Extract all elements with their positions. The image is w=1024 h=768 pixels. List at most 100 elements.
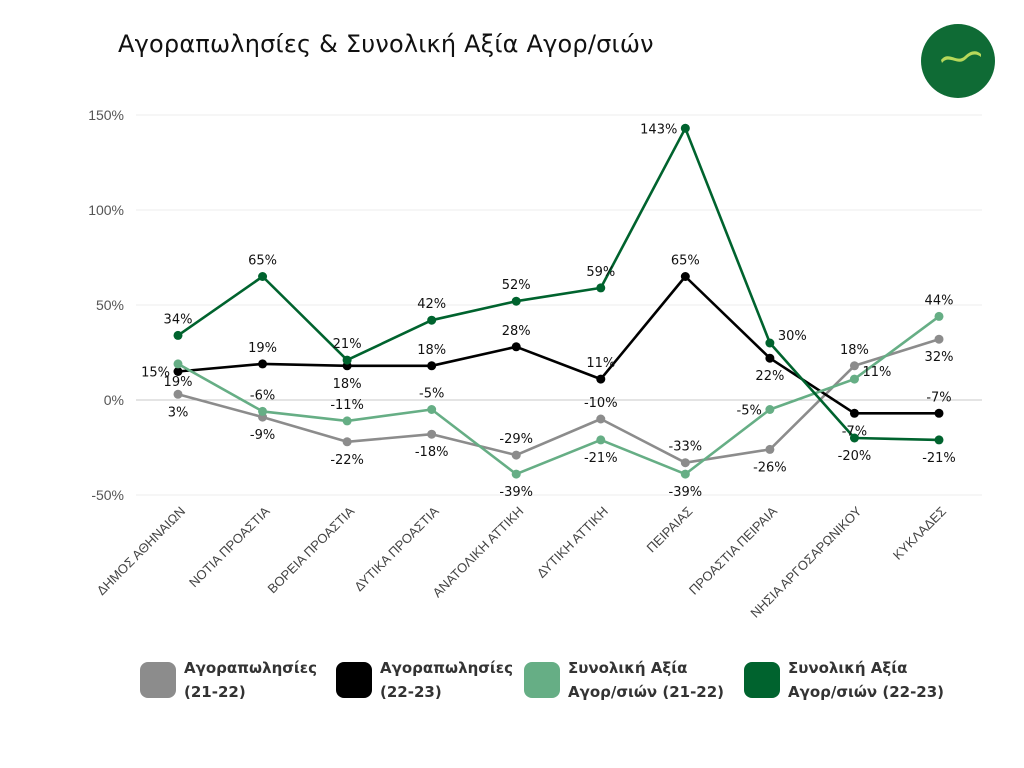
- data-label: 143%: [640, 122, 677, 137]
- data-point: [596, 414, 606, 424]
- logo-swoosh: [941, 51, 981, 63]
- y-tick-label: 150%: [88, 107, 124, 123]
- data-point: [765, 444, 775, 454]
- legend-swatch: [140, 662, 176, 698]
- data-point: [596, 283, 606, 293]
- data-label: 65%: [671, 254, 700, 269]
- x-tick-label: ΔΥΤΙΚΗ ΑΤΤΙΚΗ: [534, 504, 611, 581]
- data-point: [849, 374, 859, 384]
- data-label: -26%: [753, 460, 787, 475]
- data-label: 3%: [168, 405, 189, 420]
- x-tick-label: ΔΗΜΟΣ ΑΘΗΝΑΙΩΝ: [94, 504, 188, 598]
- data-point: [427, 429, 437, 439]
- series-3: [173, 123, 944, 445]
- y-tick-label: 0%: [104, 392, 124, 408]
- legend-label: Αγοραπωλησίες (22-23): [380, 659, 514, 701]
- data-point: [765, 353, 775, 363]
- brand-logo: [921, 24, 995, 98]
- data-label: 18%: [333, 377, 362, 392]
- legend-label: Αγοραπωλησίες (21-22): [184, 659, 318, 701]
- data-point: [173, 330, 183, 340]
- data-label: 59%: [586, 265, 615, 280]
- data-point: [765, 338, 775, 348]
- data-label: 52%: [502, 278, 531, 293]
- legend-swatch: [336, 662, 372, 698]
- series-line: [176, 127, 941, 442]
- series-line: [176, 315, 941, 476]
- data-label: -7%: [926, 390, 951, 405]
- data-label: 21%: [333, 337, 362, 352]
- series-1: [173, 272, 944, 418]
- data-point: [849, 361, 859, 371]
- data-point: [765, 405, 775, 414]
- data-label: 11%: [586, 356, 615, 371]
- data-label: 44%: [925, 293, 954, 308]
- data-point: [680, 469, 690, 479]
- data-label: 34%: [164, 312, 193, 327]
- data-label: -5%: [419, 387, 444, 402]
- data-label: -9%: [250, 428, 275, 443]
- data-point: [511, 450, 521, 460]
- data-label: -33%: [669, 440, 703, 455]
- data-label: 42%: [417, 297, 446, 312]
- x-tick-label: ΚΥΚΛΑΔΕΣ: [890, 504, 949, 563]
- data-point: [934, 334, 944, 344]
- data-label: 19%: [164, 375, 193, 390]
- legend-item: Συνολική Αξία Αγορ/σιών (21-22): [524, 656, 724, 704]
- series-line: [176, 337, 941, 465]
- data-label: -10%: [584, 396, 618, 411]
- data-point: [173, 359, 183, 369]
- data-label: -29%: [499, 432, 533, 447]
- data-point: [258, 272, 268, 281]
- data-label: -21%: [922, 451, 956, 466]
- data-point: [427, 315, 437, 325]
- data-label: 11%: [862, 365, 891, 380]
- data-point: [934, 408, 944, 418]
- data-label: 65%: [248, 254, 277, 269]
- data-point: [511, 296, 521, 306]
- legend-item: Συνολική Αξία Αγορ/σιών (22-23): [744, 656, 944, 704]
- data-label: 18%: [840, 343, 869, 358]
- data-label: -39%: [499, 485, 533, 500]
- data-point: [680, 458, 690, 468]
- x-tick-label: ΠΡΟΑΣΤΙΑ ΠΕΙΡΑΙΑ: [686, 503, 780, 597]
- data-label: 32%: [925, 350, 954, 365]
- legend-swatch: [744, 662, 780, 698]
- x-tick-label: ΝΟΤΙΑ ΠΡΟΑΣΤΙΑ: [186, 503, 273, 590]
- x-tick-label: ΔΥΤΙΚΑ ΠΡΟΑΣΤΙΑ: [351, 503, 442, 594]
- data-point: [258, 406, 268, 416]
- data-point: [680, 123, 690, 133]
- data-point: [258, 359, 268, 369]
- series-line: [176, 275, 941, 415]
- data-label: -7%: [842, 424, 867, 439]
- data-point: [511, 469, 521, 479]
- data-label: 30%: [778, 329, 807, 344]
- data-label: -20%: [838, 449, 872, 464]
- series-2: [173, 311, 944, 479]
- y-tick-label: -50%: [91, 487, 124, 503]
- data-label: 18%: [417, 343, 446, 358]
- legend-label: Συνολική Αξία Αγορ/σιών (21-22): [568, 659, 725, 701]
- data-point: [173, 389, 183, 399]
- legend-swatch: [524, 662, 560, 698]
- series-0: [173, 334, 944, 468]
- data-point: [596, 435, 606, 445]
- data-point: [427, 361, 437, 371]
- data-label: 22%: [755, 369, 784, 384]
- data-point: [849, 433, 859, 443]
- data-point: [680, 272, 690, 281]
- data-label: -5%: [737, 404, 762, 419]
- legend-item: Αγοραπωλησίες (22-23): [336, 656, 513, 704]
- data-point: [934, 435, 944, 445]
- data-label: -22%: [330, 453, 364, 468]
- x-tick-label: ΠΕΙΡΑΙΑΣ: [644, 504, 696, 556]
- data-labels: 3%-9%-22%-18%-29%-10%-33%-26%18% 32%15%19…: [141, 122, 956, 500]
- data-point: [596, 374, 606, 384]
- x-tick-label: ΑΝΑΤΟΛΙΚΗ ΑΤΤΙΚΗ: [430, 504, 527, 601]
- data-label: -21%: [584, 451, 618, 466]
- data-point: [511, 342, 521, 352]
- x-tick-label: ΒΟΡΕΙΑ ΠΡΟΑΣΤΙΑ: [264, 503, 357, 596]
